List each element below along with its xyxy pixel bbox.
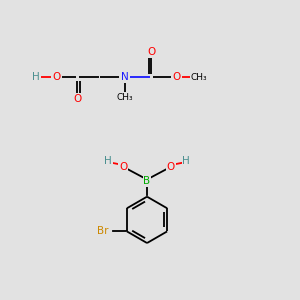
Text: H: H <box>32 72 39 82</box>
Text: H: H <box>104 156 112 166</box>
Text: CH₃: CH₃ <box>191 73 207 82</box>
Text: O: O <box>73 94 81 103</box>
Text: N: N <box>121 72 129 82</box>
Text: O: O <box>147 47 156 57</box>
Text: O: O <box>119 162 128 172</box>
Text: CH₃: CH₃ <box>116 93 133 102</box>
Text: H: H <box>182 156 190 166</box>
Text: O: O <box>167 162 175 172</box>
Text: O: O <box>52 72 61 82</box>
Text: O: O <box>172 72 181 82</box>
Text: Br: Br <box>98 226 109 236</box>
Text: B: B <box>143 176 151 186</box>
